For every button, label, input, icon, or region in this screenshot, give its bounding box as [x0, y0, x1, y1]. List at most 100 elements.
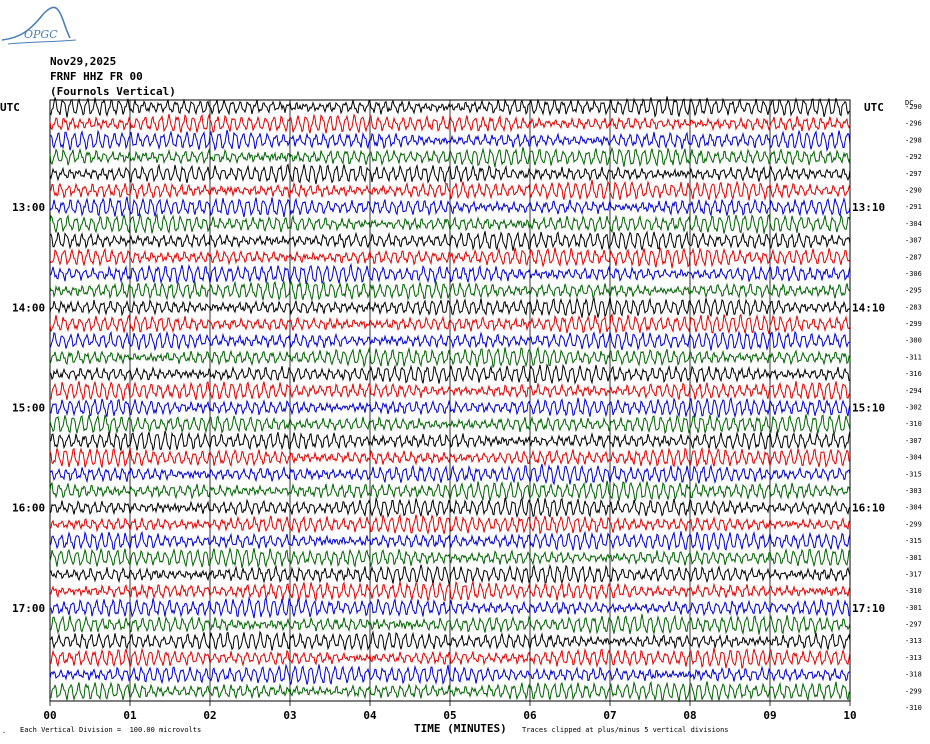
x-axis-title: TIME (MINUTES) — [414, 722, 507, 735]
dc-offset-label: -318 — [905, 671, 922, 679]
trace-line — [49, 196, 851, 218]
trace-line — [49, 279, 851, 302]
left-hour-label: 15:00 — [12, 402, 45, 415]
left-hour-label: 17:00 — [12, 602, 45, 615]
dc-offset-label: -317 — [905, 570, 922, 578]
trace-line — [49, 262, 851, 285]
trace-line — [49, 96, 851, 119]
station-code: FRNF HHZ FR 00 — [50, 70, 143, 83]
plot-date: Nov29,2025 — [50, 55, 117, 68]
dc-offset-label: -301 — [905, 554, 922, 562]
dc-offset-label: -303 — [905, 487, 922, 495]
x-tick-label: 03 — [283, 709, 296, 722]
trace-line — [49, 346, 851, 369]
right-hour-label: 16:10 — [852, 502, 885, 515]
dc-offset-label: -313 — [905, 637, 922, 645]
dc-offset-label: -299 — [905, 520, 922, 528]
dc-offset-label: -290 — [905, 103, 922, 111]
dc-offset-label: -287 — [905, 253, 922, 261]
dc-offset-label: -298 — [905, 136, 922, 144]
left-utc-label: UTC — [0, 101, 20, 114]
trace-line — [49, 312, 851, 335]
right-hour-label: 14:10 — [852, 301, 885, 314]
trace-line — [49, 129, 851, 153]
dc-offset-label: -297 — [905, 170, 922, 178]
dc-offset-label: -307 — [905, 237, 922, 245]
dc-offset-label: -304 — [905, 454, 922, 462]
dc-offset-label: -292 — [905, 153, 922, 161]
dc-offset-label: -300 — [905, 337, 922, 345]
x-tick-label: 06 — [523, 709, 537, 722]
dc-offset-label: -310 — [905, 587, 922, 595]
trace-line — [49, 480, 851, 503]
x-tick-label: 08 — [683, 709, 696, 722]
right-hour-label: 13:10 — [852, 201, 885, 214]
trace-line — [49, 212, 851, 234]
trace-line — [49, 430, 851, 453]
right-hour-label: 15:10 — [852, 402, 885, 415]
dc-offset-label: -315 — [905, 537, 922, 545]
trace-line — [49, 613, 851, 636]
dc-offset-label: -295 — [905, 287, 922, 295]
trace-line — [49, 580, 851, 602]
clip-note: Traces clipped at plus/minus 5 vertical … — [522, 726, 729, 734]
trace-line — [49, 463, 851, 486]
dc-offset-label: -302 — [905, 404, 922, 412]
dc-offset-label: -313 — [905, 654, 922, 662]
x-tick-label: 00 — [43, 709, 56, 722]
trace-line — [49, 296, 851, 318]
dc-offset-label: -304 — [905, 220, 922, 228]
dc-offset-label: -294 — [905, 387, 922, 395]
trace-line — [49, 663, 850, 685]
dc-offset-label: -310 — [905, 420, 922, 428]
x-tick-label: 07 — [603, 709, 616, 722]
dc-offset-label: -306 — [905, 270, 922, 278]
dc-offset-label: -315 — [905, 470, 922, 478]
trace-line — [49, 246, 851, 269]
trace-line — [49, 446, 851, 469]
dc-offset-label: -291 — [905, 203, 922, 211]
station-location: (Fournols Vertical) — [50, 85, 176, 98]
x-tick-label: 04 — [363, 709, 377, 722]
trace-line — [49, 680, 851, 703]
trace-line — [49, 513, 851, 536]
trace-line — [49, 414, 851, 435]
trace-line — [49, 530, 851, 552]
trace-line — [49, 363, 851, 385]
trace-line — [49, 630, 851, 652]
left-hour-label: 16:00 — [12, 502, 45, 515]
trace-line — [49, 380, 851, 401]
trace-line — [49, 595, 850, 619]
dc-offset-label: -290 — [905, 186, 922, 194]
seismic-traces — [49, 96, 851, 703]
x-tick-label: 09 — [763, 709, 776, 722]
axis-labels: 00 01 02 03 04 05 06 07 08 09 10 -290 -296 -298 -292 -2… — [12, 103, 922, 722]
x-tick-label: 10 — [843, 709, 856, 722]
dc-offset-label: -304 — [905, 504, 922, 512]
trace-line — [49, 647, 851, 669]
trace-line — [49, 563, 851, 586]
dc-offset-label: -283 — [905, 303, 922, 311]
right-utc-label: UTC — [864, 101, 884, 114]
left-hour-label: 14:00 — [12, 301, 45, 314]
trace-line — [49, 113, 851, 134]
left-hour-label: 13:00 — [12, 201, 45, 214]
vertical-division-note: Each Vertical Division = 100.00 microvol… — [20, 726, 202, 734]
scale-marker: . — [2, 727, 7, 735]
trace-line — [49, 230, 851, 251]
dc-offset-label: -311 — [905, 353, 922, 361]
x-tick-label: 02 — [203, 709, 216, 722]
dc-offset-label: -296 — [905, 120, 922, 128]
trace-line — [49, 396, 851, 419]
x-tick-label: 01 — [123, 709, 137, 722]
dc-offset-label: -307 — [905, 437, 922, 445]
trace-line — [49, 330, 851, 352]
x-tick-label: 05 — [443, 709, 456, 722]
dc-label: DC — [905, 99, 914, 107]
trace-line — [49, 146, 851, 168]
trace-line — [49, 546, 851, 569]
trace-line — [49, 163, 851, 185]
dc-offset-label: -301 — [905, 604, 922, 612]
